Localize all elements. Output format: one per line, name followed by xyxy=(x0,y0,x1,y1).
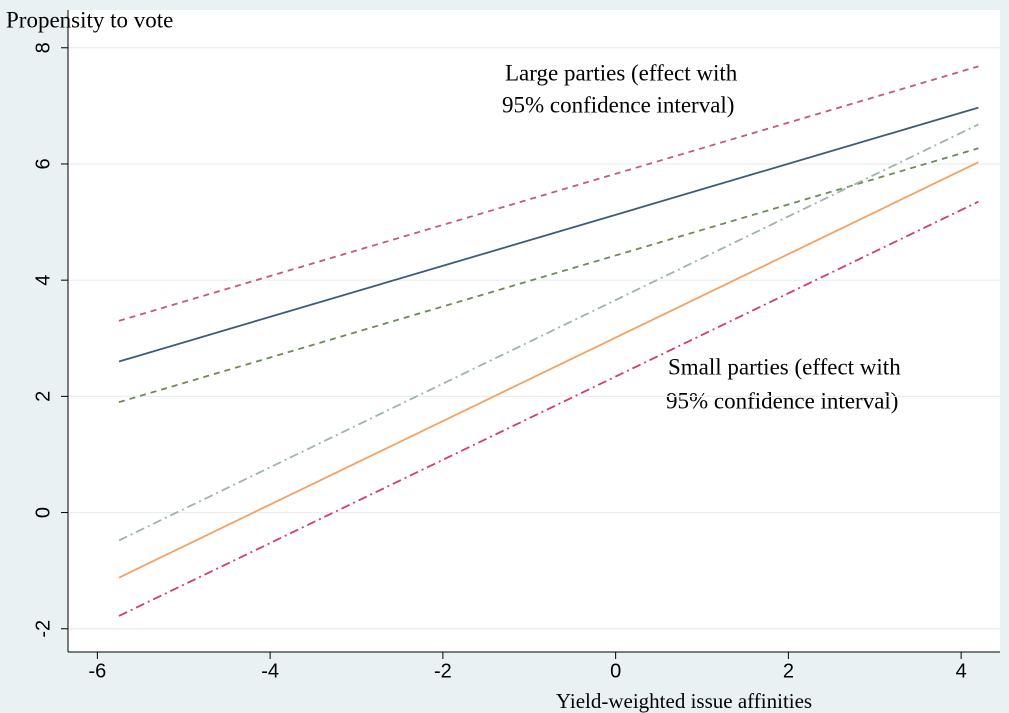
x-tick-label: -4 xyxy=(261,660,279,682)
line-series xyxy=(118,161,979,579)
y-tick-label: -2 xyxy=(32,620,54,638)
chart-title: Propensity to vote xyxy=(6,7,173,32)
line-series xyxy=(118,200,979,617)
annotation: 95% confidence interval) xyxy=(666,388,898,413)
y-tick-label: 6 xyxy=(32,158,54,169)
x-tick-label: -2 xyxy=(434,660,452,682)
y-tick-label: 8 xyxy=(32,42,54,53)
x-tick-label: -6 xyxy=(88,660,106,682)
annotation: Small parties (effect with xyxy=(668,354,901,379)
y-tick-label: 4 xyxy=(32,275,54,286)
y-tick-label: 0 xyxy=(32,507,54,518)
line-series xyxy=(118,106,979,363)
x-tick-label: 0 xyxy=(610,660,621,682)
annotation: 95% confidence interval) xyxy=(502,92,734,117)
x-tick-label: 2 xyxy=(783,660,794,682)
annotation: Large parties (effect with xyxy=(505,60,738,85)
line-series xyxy=(118,123,979,542)
x-tick-label: 4 xyxy=(956,660,967,682)
y-tick-label: 2 xyxy=(32,391,54,402)
x-axis-label: Yield-weighted issue affinities xyxy=(556,689,812,713)
